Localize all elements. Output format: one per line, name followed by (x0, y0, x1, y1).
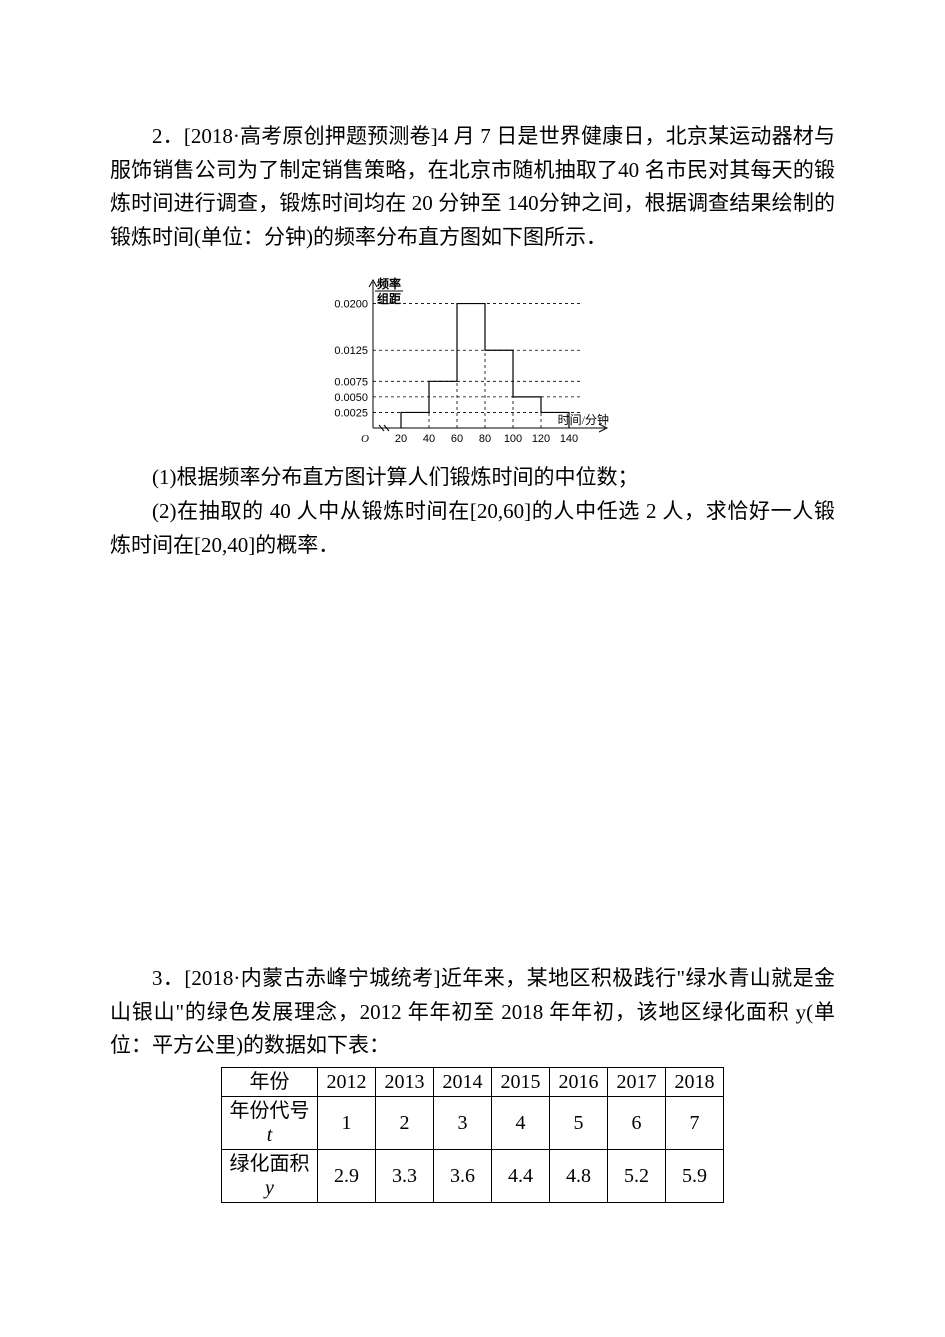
t-cell: 5 (550, 1096, 608, 1149)
row1-header-text: 年份代号 (230, 1100, 310, 1122)
t-cell: 1 (318, 1096, 376, 1149)
svg-text:0.0025: 0.0025 (334, 408, 368, 420)
y-cell: 4.4 (492, 1149, 550, 1202)
q2-sub1: (1)根据频率分布直方图计算人们锻炼时间的中位数； (110, 461, 835, 495)
blank-space (110, 562, 835, 962)
svg-text:0.0125: 0.0125 (334, 346, 368, 358)
svg-text:0.0200: 0.0200 (334, 299, 368, 311)
q2-sub2: (2)在抽取的 40 人中从锻炼时间在[20,60]的人中任选 2 人，求恰好一… (110, 495, 835, 562)
y-cell: 5.9 (666, 1149, 724, 1202)
year-cell: 2016 (550, 1067, 608, 1096)
t-cell: 7 (666, 1096, 724, 1149)
col-header: 年份 (222, 1067, 318, 1096)
t-cell: 2 (376, 1096, 434, 1149)
t-cell: 4 (492, 1096, 550, 1149)
svg-text:20: 20 (394, 433, 406, 445)
row2-symbol: y (265, 1177, 274, 1199)
q3-table: 年份 2012 2013 2014 2015 2016 2017 2018 年份… (221, 1067, 724, 1203)
svg-text:80: 80 (478, 433, 490, 445)
table-row: 年份代号 t 1 2 3 4 5 6 7 (222, 1096, 724, 1149)
table-row: 年份 2012 2013 2014 2015 2016 2017 2018 (222, 1067, 724, 1096)
t-cell: 6 (608, 1096, 666, 1149)
row1-symbol: t (267, 1124, 273, 1146)
svg-text:120: 120 (531, 433, 549, 445)
row-header: 绿化面积 y (222, 1149, 318, 1202)
svg-text:0.0050: 0.0050 (334, 392, 368, 404)
year-cell: 2014 (434, 1067, 492, 1096)
svg-text:100: 100 (503, 433, 521, 445)
y-cell: 3.6 (434, 1149, 492, 1202)
year-cell: 2018 (666, 1067, 724, 1096)
row-header: 年份代号 t (222, 1096, 318, 1149)
q3-stem: 3．[2018·内蒙古赤峰宁城统考]近年来，某地区积极践行"绿水青山就是金山银山… (110, 962, 835, 1063)
t-cell: 3 (434, 1096, 492, 1149)
y-cell: 2.9 (318, 1149, 376, 1202)
table-row: 绿化面积 y 2.9 3.3 3.6 4.4 4.8 5.2 5.9 (222, 1149, 724, 1202)
q2-histogram: 0.0025 0.0050 0.0075 0.0125 0.0200 20 40 60 80 10… (110, 258, 835, 453)
svg-text:时间/分钟: 时间/分钟 (557, 412, 608, 427)
svg-text:O: O (361, 433, 369, 445)
row2-header-text: 绿化面积 (230, 1153, 310, 1175)
svg-text:0.0075: 0.0075 (334, 377, 368, 389)
svg-text:频率: 频率 (377, 276, 401, 291)
svg-text:40: 40 (422, 433, 434, 445)
year-cell: 2017 (608, 1067, 666, 1096)
y-cell: 5.2 (608, 1149, 666, 1202)
year-cell: 2012 (318, 1067, 376, 1096)
year-cell: 2015 (492, 1067, 550, 1096)
q2-stem: 2．[2018·高考原创押题预测卷]4 月 7 日是世界健康日，北京某运动器材与… (110, 120, 835, 254)
y-cell: 4.8 (550, 1149, 608, 1202)
y-cell: 3.3 (376, 1149, 434, 1202)
svg-text:60: 60 (450, 433, 462, 445)
svg-text:140: 140 (559, 433, 577, 445)
svg-text:组距: 组距 (377, 291, 401, 306)
year-cell: 2013 (376, 1067, 434, 1096)
